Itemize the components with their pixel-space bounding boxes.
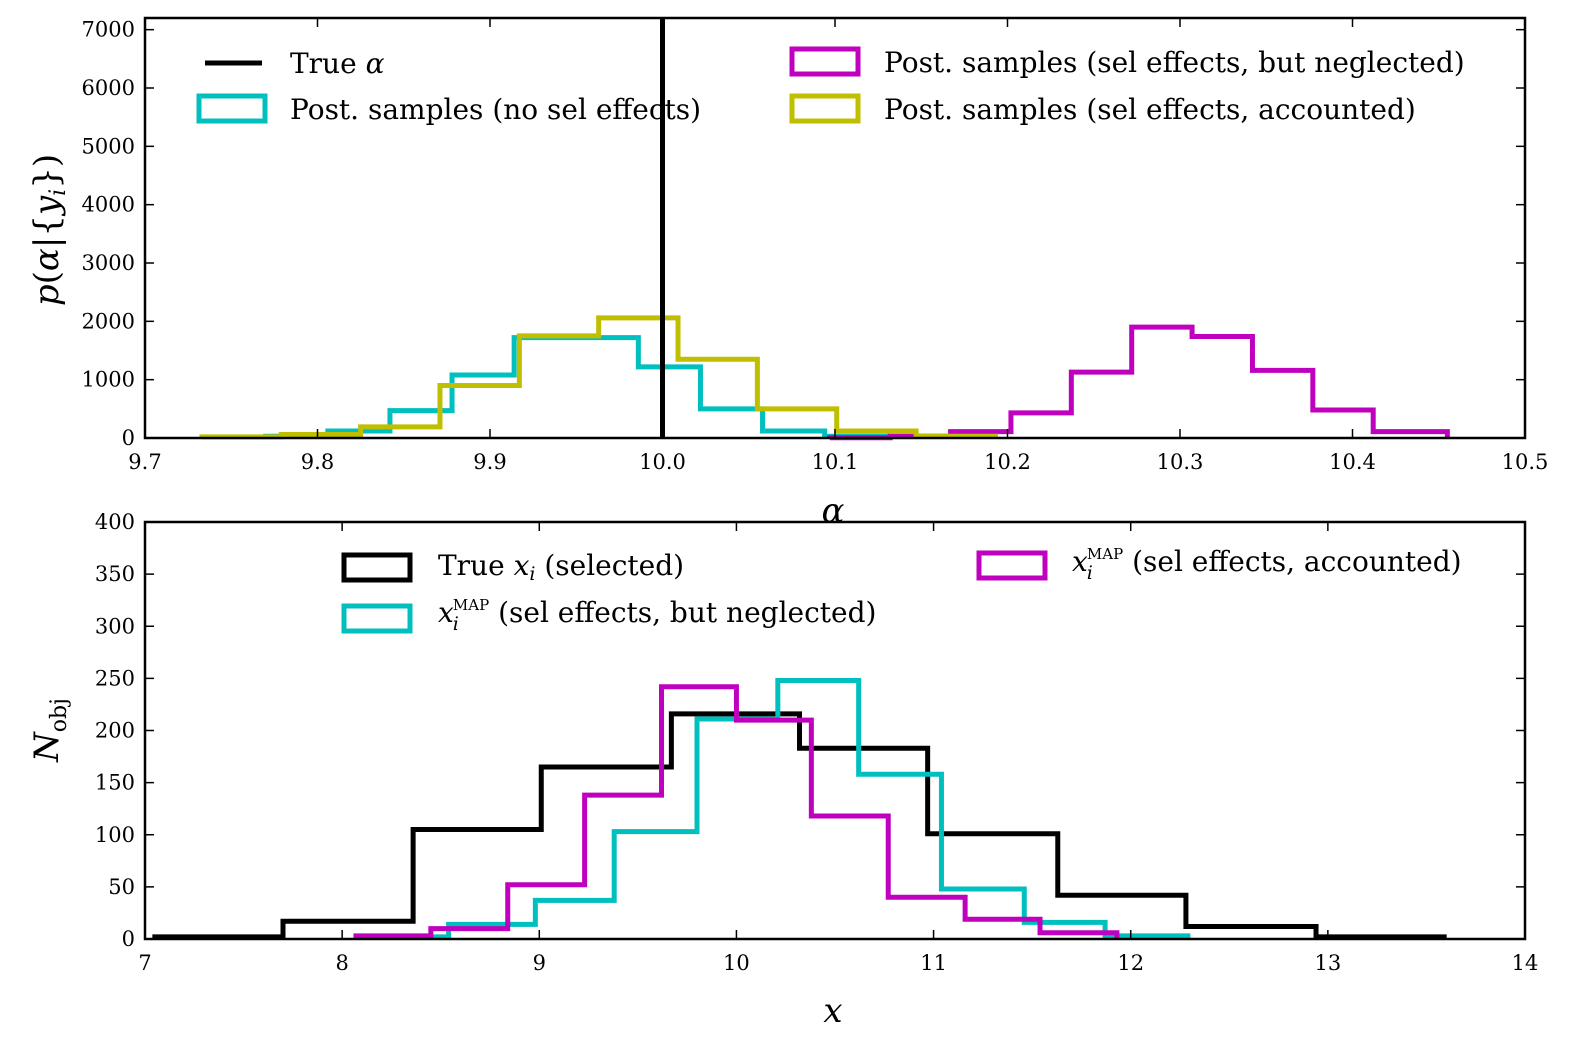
bottom-y-tick-label: 350 [95, 562, 135, 586]
top-y-tick-label: 4000 [82, 193, 135, 217]
bottom-x-tick-label: 14 [1512, 951, 1539, 975]
bottom-x-tick-label: 10 [723, 951, 750, 975]
bottom-y-tick-label: 150 [95, 771, 135, 795]
legend-swatch-neglected [789, 46, 861, 77]
bottom-plot-frame [143, 520, 1527, 941]
top-x-tick-label: 10.4 [1329, 450, 1376, 474]
legend-swatch-map-neglected [341, 603, 413, 634]
top-x-tick-label: 9.9 [473, 450, 506, 474]
bottom-x-tick-label: 7 [138, 951, 151, 975]
top-y-tick-label: 7000 [82, 18, 135, 42]
top-x-tick-label: 10.1 [812, 450, 859, 474]
legend-label-map-accounted: xiMAP (sel effects, accounted) [1072, 545, 1462, 584]
top-hist-series-2 [199, 315, 998, 440]
bottom-hist-series-1 [369, 677, 1191, 940]
top-x-tick-label: 10.5 [1502, 450, 1549, 474]
top-y-tick-label: 6000 [82, 76, 135, 100]
bottom-x-tick-label: 8 [335, 951, 348, 975]
posterior-alpha-panel: 9.7 9.8 9.9 10.0 10.1 10.2 10.3 10.4 10.5 0 1000 20… [27, 16, 1549, 531]
top-hist-series-0 [263, 335, 890, 439]
top-legend: True α Post. samples (no sel effects) Po… [196, 46, 1465, 126]
top-x-tick-label: 9.8 [301, 450, 334, 474]
bottom-x-tick-label: 13 [1314, 951, 1341, 975]
legend-entry-true-x: True xi (selected) [341, 549, 684, 585]
top-x-tick-label: 10.0 [639, 450, 686, 474]
bottom-y-tick-label: 50 [108, 875, 135, 899]
top-histograms [199, 315, 1450, 441]
legend-label-neglected: Post. samples (sel effects, but neglecte… [884, 46, 1465, 79]
top-axis-ticks: 9.7 9.8 9.9 10.0 10.1 10.2 10.3 10.4 10.5 0 1000 20… [82, 18, 1549, 474]
bottom-hist-series-0 [152, 711, 1447, 940]
legend-entry-map-accounted: xiMAP (sel effects, accounted) [976, 545, 1462, 584]
top-y-tick-label: 3000 [82, 251, 135, 275]
legend-label-true-alpha: True α [290, 47, 385, 80]
bottom-y-tick-label: 300 [95, 614, 135, 638]
top-y-tick-label: 2000 [82, 309, 135, 333]
bottom-y-tick-label: 400 [95, 510, 135, 534]
legend-swatch-accounted [789, 93, 861, 124]
top-x-tick-label: 10.2 [984, 450, 1031, 474]
bottom-y-tick-label: 250 [95, 666, 135, 690]
top-y-tick-label: 1000 [82, 368, 135, 392]
bottom-y-tick-label: 100 [95, 823, 135, 847]
top-plot-frame [143, 16, 1527, 440]
legend-label-map-neglected: xiMAP (sel effects, but neglected) [438, 596, 876, 635]
legend-swatch-map-accounted [976, 550, 1048, 581]
legend-entry-map-neglected: xiMAP (sel effects, but neglected) [341, 596, 876, 635]
legend-label-true-x: True xi (selected) [438, 549, 684, 585]
legend-entry-accounted: Post. samples (sel effects, accounted) [789, 93, 1416, 126]
bottom-axis-ticks: 7 8 9 10 11 12 13 14 0 50 100 150 200 250 300 350 400 [95, 510, 1538, 975]
legend-swatch-no-sel [196, 93, 268, 124]
top-y-tick-label: 5000 [82, 134, 135, 158]
bottom-hist-series-2 [353, 684, 1120, 939]
bottom-x-tick-label: 11 [920, 951, 947, 975]
top-y-axis-label: p(α|{yi}) [27, 154, 71, 306]
top-x-axis-label: α [822, 491, 845, 531]
legend-label-accounted: Post. samples (sel effects, accounted) [884, 93, 1416, 126]
bottom-x-tick-label: 12 [1117, 951, 1144, 975]
bottom-y-tick-label: 0 [122, 927, 135, 951]
top-x-tick-label: 10.3 [1157, 450, 1204, 474]
bottom-x-axis-label: x [823, 991, 842, 1031]
legend-label-no-sel: Post. samples (no sel effects) [290, 93, 701, 126]
x-distribution-panel: 7 8 9 10 11 12 13 14 0 50 100 150 200 250 300 350 400 Tr… [27, 510, 1538, 1031]
top-x-tick-label: 9.7 [128, 450, 161, 474]
bottom-x-tick-label: 9 [533, 951, 546, 975]
top-hist-series-1 [827, 324, 1450, 441]
legend-swatch-true-x [341, 552, 413, 583]
bottom-legend: True xi (selected) xiMAP (sel effects, b… [341, 545, 1462, 635]
legend-entry-true-alpha: True α [205, 47, 385, 80]
legend-entry-no-sel: Post. samples (no sel effects) [196, 93, 701, 126]
bottom-y-tick-label: 200 [95, 719, 135, 743]
bottom-y-axis-label: Nobj [27, 698, 72, 763]
top-y-tick-label: 0 [122, 426, 135, 450]
legend-entry-neglected: Post. samples (sel effects, but neglecte… [789, 46, 1465, 79]
bottom-histograms [152, 677, 1447, 940]
